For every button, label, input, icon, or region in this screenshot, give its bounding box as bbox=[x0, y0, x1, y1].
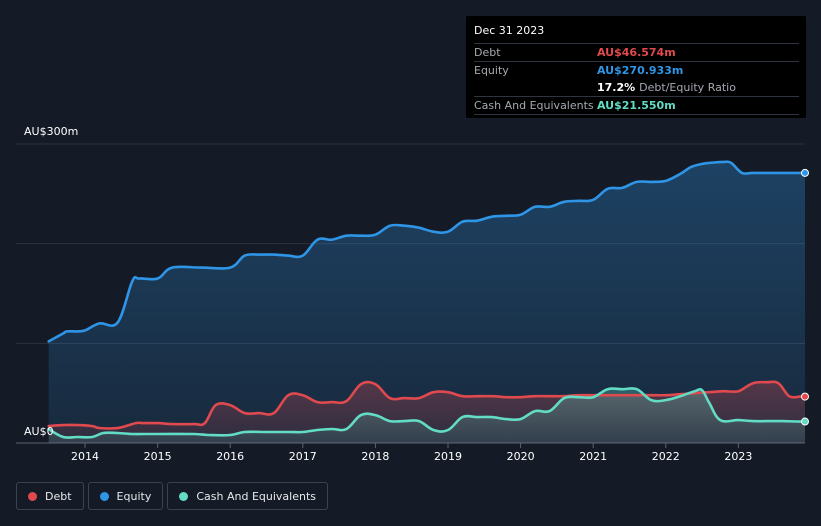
area-equity bbox=[48, 161, 805, 443]
tooltip-cash-value: AU$21.550m bbox=[597, 99, 676, 112]
tooltip-row-ratio: 17.2% Debt/Equity Ratio bbox=[474, 79, 799, 96]
tooltip-row-debt: Debt AU$46.574m bbox=[474, 43, 799, 61]
line-equity bbox=[47, 160, 807, 343]
tooltip-ratio-label: Debt/Equity Ratio bbox=[639, 81, 736, 94]
legend-item-equity[interactable]: Equity bbox=[87, 482, 164, 510]
tooltip-cash-label: Cash And Equivalents bbox=[474, 99, 594, 112]
end-marker-debt bbox=[801, 392, 809, 401]
x-tick-label-2021: 2021 bbox=[579, 450, 607, 463]
tooltip-debt-label: Debt bbox=[474, 46, 501, 59]
legend-label-equity: Equity bbox=[116, 489, 152, 503]
end-marker-equity bbox=[801, 168, 809, 177]
legend-item-cash[interactable]: Cash And Equivalents bbox=[167, 482, 328, 510]
tooltip-ratio-value: 17.2% bbox=[597, 81, 636, 94]
series-lines bbox=[47, 160, 807, 439]
tooltip-date: Dec 31 2023 bbox=[474, 24, 545, 37]
x-tick-label-2016: 2016 bbox=[216, 450, 244, 463]
tooltip-row-cash: Cash And Equivalents AU$21.550m bbox=[474, 96, 799, 115]
legend-label-debt: Debt bbox=[45, 489, 72, 503]
y-axis-top-label: AU$300m bbox=[24, 125, 78, 138]
x-tick-label-2023: 2023 bbox=[724, 450, 752, 463]
tooltip-equity-label: Equity bbox=[474, 64, 509, 77]
end-marker-cash-and-equivalents bbox=[801, 417, 809, 426]
x-tick-label-2022: 2022 bbox=[652, 450, 680, 463]
x-tick-label-2020: 2020 bbox=[507, 450, 535, 463]
legend-dot-equity bbox=[99, 491, 109, 501]
series-areas bbox=[48, 161, 805, 443]
x-tick-label-2015: 2015 bbox=[144, 450, 172, 463]
y-axis-bottom-label: AU$0 bbox=[24, 425, 54, 438]
legend-item-debt[interactable]: Debt bbox=[16, 482, 84, 510]
x-tick-label-2017: 2017 bbox=[289, 450, 317, 463]
x-tick-label-2019: 2019 bbox=[434, 450, 462, 463]
data-tooltip: Dec 31 2023 Debt AU$46.574m Equity AU$27… bbox=[466, 16, 806, 118]
line-cash-and-equivalents bbox=[47, 387, 807, 439]
legend-dot-cash bbox=[179, 491, 189, 501]
end-markers bbox=[801, 168, 809, 426]
x-tick-label-2018: 2018 bbox=[361, 450, 389, 463]
x-tick-label-2014: 2014 bbox=[71, 450, 99, 463]
legend-label-cash: Cash And Equivalents bbox=[196, 489, 316, 503]
tooltip-debt-value: AU$46.574m bbox=[597, 46, 676, 59]
area-cash-and-equivalents bbox=[48, 388, 805, 443]
axes: AU$300m AU$0 2014 2015 2016 2017 2018 2019 2020 2… bbox=[24, 125, 752, 463]
line-debt bbox=[47, 380, 807, 430]
tooltip-equity-value: AU$270.933m bbox=[597, 64, 684, 77]
chart-legend: Debt Equity Cash And Equivalents bbox=[16, 482, 328, 510]
tooltip-row-equity: Equity AU$270.933m bbox=[474, 61, 799, 79]
legend-dot-debt bbox=[28, 491, 37, 501]
